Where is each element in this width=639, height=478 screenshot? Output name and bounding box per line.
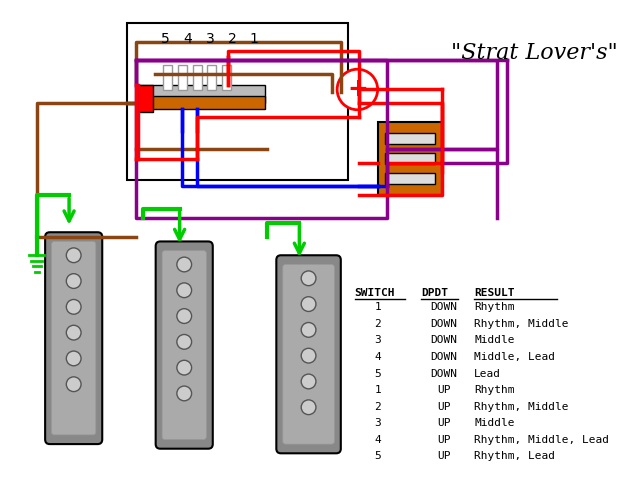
Text: Middle: Middle bbox=[474, 418, 515, 428]
Text: 5: 5 bbox=[374, 369, 381, 379]
FancyBboxPatch shape bbox=[156, 241, 213, 449]
Text: 4: 4 bbox=[183, 33, 192, 46]
Circle shape bbox=[177, 257, 192, 272]
FancyBboxPatch shape bbox=[276, 255, 341, 453]
Circle shape bbox=[177, 283, 192, 298]
Bar bbox=[178, 65, 187, 90]
FancyBboxPatch shape bbox=[45, 232, 102, 444]
Circle shape bbox=[66, 248, 81, 262]
Text: 3: 3 bbox=[374, 336, 381, 346]
Bar bbox=[385, 153, 435, 164]
Text: UP: UP bbox=[437, 402, 450, 412]
Circle shape bbox=[301, 348, 316, 363]
Circle shape bbox=[301, 271, 316, 286]
Circle shape bbox=[177, 335, 192, 349]
Text: 3: 3 bbox=[374, 418, 381, 428]
Circle shape bbox=[177, 360, 192, 375]
Text: DPDT: DPDT bbox=[421, 287, 448, 297]
Text: Rhythm, Middle, Lead: Rhythm, Middle, Lead bbox=[474, 435, 610, 445]
FancyBboxPatch shape bbox=[162, 250, 206, 439]
Bar bbox=[163, 65, 173, 90]
Text: Rhythm: Rhythm bbox=[474, 302, 515, 312]
Text: UP: UP bbox=[437, 418, 450, 428]
Circle shape bbox=[337, 69, 378, 110]
Bar bbox=[136, 85, 265, 103]
Circle shape bbox=[301, 297, 316, 312]
Text: 2: 2 bbox=[227, 33, 236, 46]
Text: DOWN: DOWN bbox=[431, 319, 458, 329]
Text: 2: 2 bbox=[374, 402, 381, 412]
Circle shape bbox=[177, 309, 192, 324]
Bar bbox=[207, 65, 217, 90]
Bar bbox=[192, 65, 202, 90]
Bar bbox=[385, 174, 435, 185]
Text: 4: 4 bbox=[374, 352, 381, 362]
Text: 1: 1 bbox=[250, 33, 259, 46]
Text: Middle: Middle bbox=[474, 336, 515, 346]
Text: DOWN: DOWN bbox=[431, 302, 458, 312]
Text: 1: 1 bbox=[374, 302, 381, 312]
Text: 5: 5 bbox=[374, 451, 381, 461]
Bar bbox=[136, 96, 265, 109]
Text: Rhythm, Middle: Rhythm, Middle bbox=[474, 319, 569, 329]
Text: +: + bbox=[347, 77, 368, 101]
Text: DOWN: DOWN bbox=[431, 369, 458, 379]
Text: Rhythm: Rhythm bbox=[474, 385, 515, 395]
Text: UP: UP bbox=[437, 385, 450, 395]
Circle shape bbox=[301, 323, 316, 337]
Text: 2: 2 bbox=[374, 319, 381, 329]
Circle shape bbox=[66, 377, 81, 391]
Circle shape bbox=[177, 386, 192, 401]
Text: Lead: Lead bbox=[474, 369, 502, 379]
Bar bbox=[136, 85, 153, 112]
Circle shape bbox=[301, 374, 316, 389]
Circle shape bbox=[66, 325, 81, 340]
Circle shape bbox=[66, 274, 81, 288]
Bar bbox=[385, 133, 435, 144]
Text: 5: 5 bbox=[162, 33, 170, 46]
FancyBboxPatch shape bbox=[283, 264, 334, 444]
Text: DOWN: DOWN bbox=[431, 352, 458, 362]
Text: RESULT: RESULT bbox=[474, 287, 515, 297]
Text: Rhythm, Middle: Rhythm, Middle bbox=[474, 402, 569, 412]
Circle shape bbox=[66, 351, 81, 366]
Text: SWITCH: SWITCH bbox=[355, 287, 395, 297]
Text: UP: UP bbox=[437, 451, 450, 461]
Text: 1: 1 bbox=[374, 385, 381, 395]
Text: 3: 3 bbox=[206, 33, 214, 46]
FancyBboxPatch shape bbox=[52, 241, 96, 435]
Circle shape bbox=[66, 300, 81, 314]
Text: 4: 4 bbox=[374, 435, 381, 445]
Bar bbox=[127, 23, 348, 180]
Text: Middle, Lead: Middle, Lead bbox=[474, 352, 555, 362]
Text: DOWN: DOWN bbox=[431, 336, 458, 346]
Text: UP: UP bbox=[437, 435, 450, 445]
Bar bbox=[378, 122, 442, 196]
Circle shape bbox=[301, 400, 316, 414]
Text: Rhythm, Lead: Rhythm, Lead bbox=[474, 451, 555, 461]
Text: "Strat Lover's": "Strat Lover's" bbox=[451, 42, 618, 64]
Bar bbox=[222, 65, 231, 90]
